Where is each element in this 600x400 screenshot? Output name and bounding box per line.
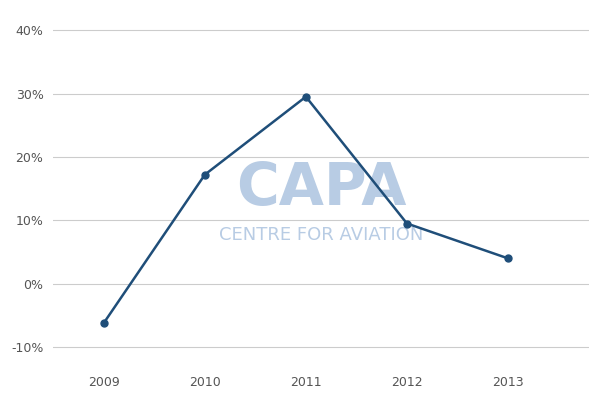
Text: CAPA: CAPA — [236, 160, 406, 217]
Text: CENTRE FOR AVIATION: CENTRE FOR AVIATION — [219, 226, 423, 244]
